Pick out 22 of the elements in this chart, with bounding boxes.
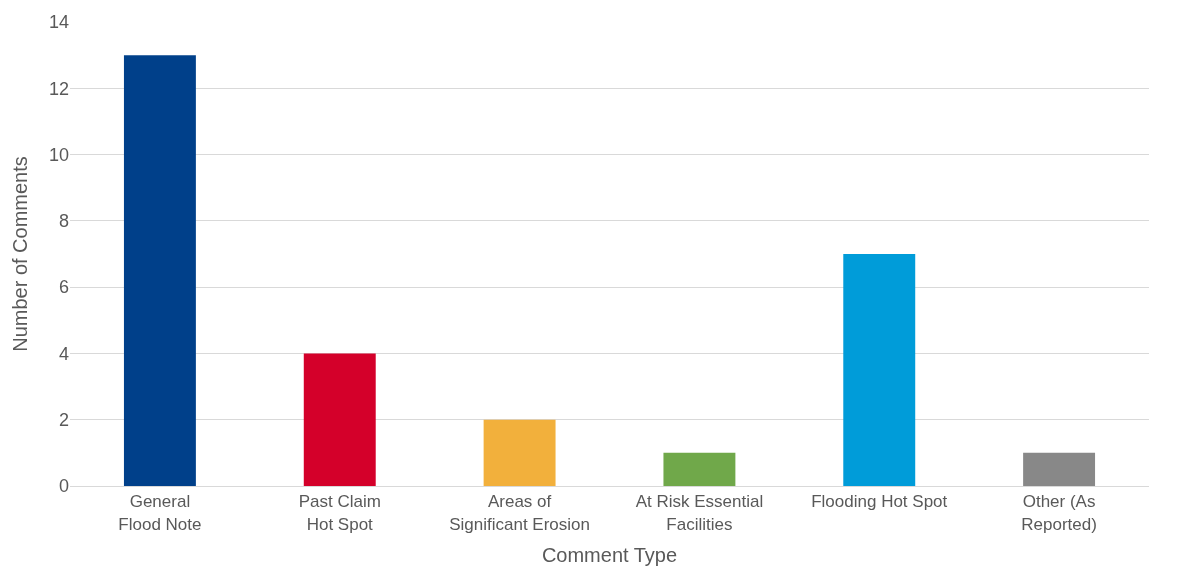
x-tick-label: General Flood Note — [118, 492, 202, 534]
x-tick-label: Flooding Hot Spot — [811, 492, 948, 512]
x-tick-label: Areas of Significant Erosion — [449, 492, 590, 534]
x-tick-label: Past Claim Hot Spot — [298, 492, 381, 534]
bar — [483, 419, 556, 486]
bar — [1023, 452, 1096, 486]
x-tick-label: At Risk Essential Facilities — [635, 492, 764, 534]
y-tick-label: 14 — [48, 12, 69, 33]
x-tick-label: Other (As Reported) — [1021, 492, 1097, 534]
y-tick-label: 8 — [58, 211, 69, 232]
x-axis-title: Comment Type — [541, 544, 678, 566]
bar — [663, 452, 736, 486]
bar — [123, 55, 196, 486]
bar — [303, 353, 376, 486]
y-tick-label: 6 — [58, 277, 69, 298]
y-tick-label: 10 — [48, 144, 69, 165]
bar — [843, 254, 916, 486]
y-axis-title: Number of Comments — [9, 156, 32, 352]
y-tick-label: 12 — [48, 78, 69, 99]
y-tick-label: 4 — [58, 343, 69, 364]
y-tick-label: 2 — [58, 410, 69, 431]
y-tick-label: 0 — [58, 476, 69, 497]
